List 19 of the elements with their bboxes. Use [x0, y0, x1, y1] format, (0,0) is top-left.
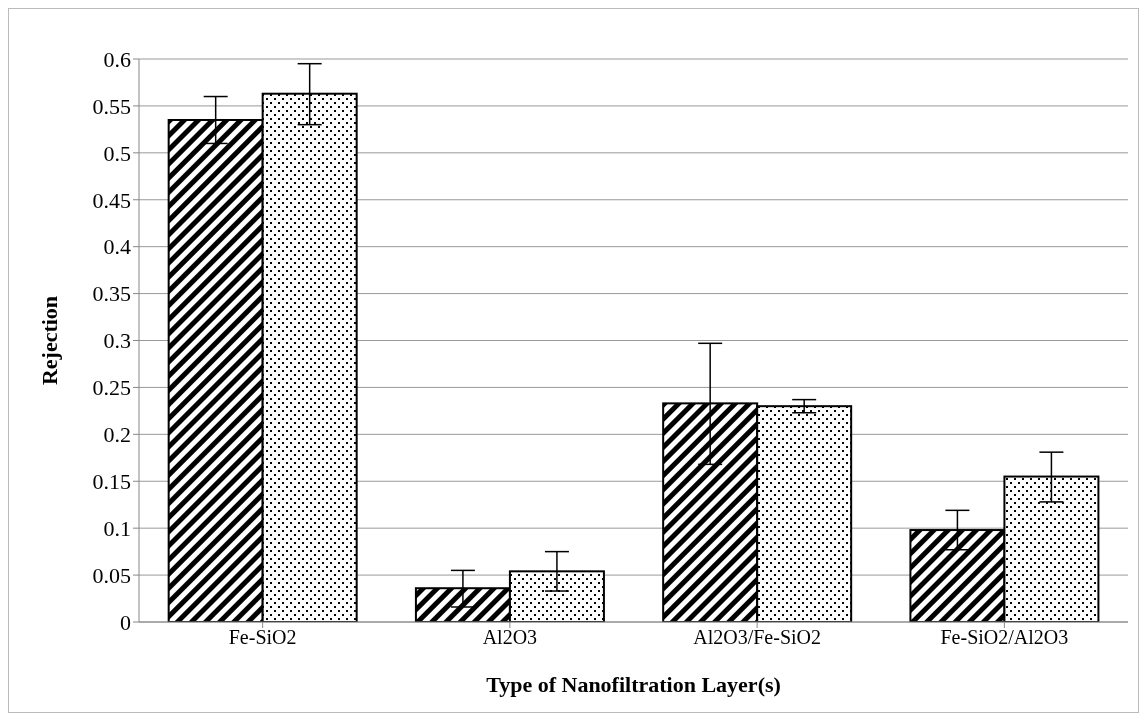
- y-tick-label: 0.55: [92, 93, 131, 119]
- y-tick-label: 0.4: [103, 234, 131, 260]
- y-tick-label: 0.6: [103, 46, 131, 72]
- x-axis-title: Type of Nanofiltration Layer(s): [486, 672, 781, 697]
- y-tick-label: 0.2: [103, 422, 131, 448]
- x-tick-label: Fe-SiO2: [228, 626, 297, 649]
- y-tick-label: 0.35: [92, 281, 131, 307]
- y-axis-title: Rejection: [36, 295, 62, 386]
- y-tick-label: 0.1: [103, 515, 131, 541]
- y-tick-label: 0.05: [92, 562, 131, 588]
- x-tick-label: Al2O3/Fe-SiO2: [693, 626, 822, 649]
- x-tick-label: Al2O3: [482, 626, 538, 649]
- y-tick-label: 0.25: [92, 375, 131, 401]
- x-tick-label: Fe-SiO2/Al2O3: [940, 626, 1069, 649]
- y-tick-label: 0.45: [92, 187, 131, 213]
- y-tick-label: 0.15: [92, 469, 131, 495]
- y-tick-label: 0.5: [103, 140, 131, 166]
- y-tick-label: 0: [120, 609, 131, 635]
- y-tick-label: 0.3: [103, 328, 131, 354]
